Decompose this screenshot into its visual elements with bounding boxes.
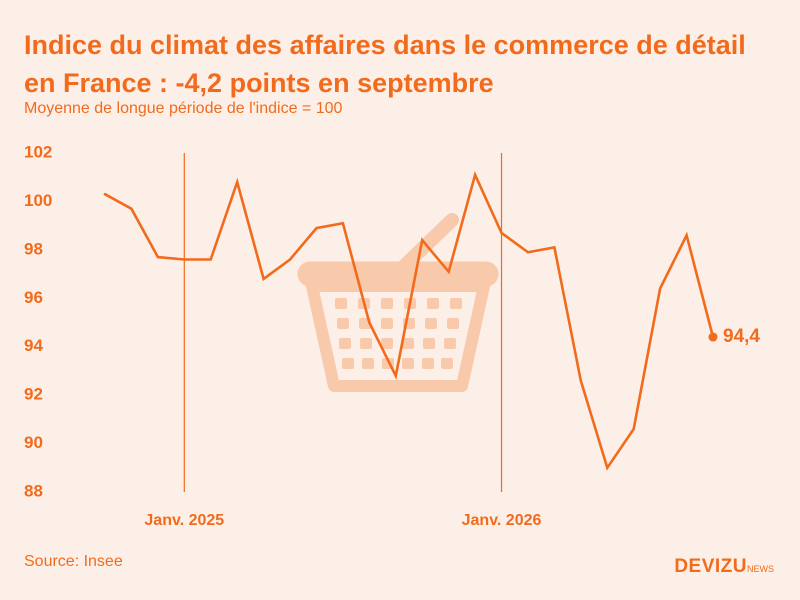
brand-logo: DEVIZUNEWS xyxy=(674,556,774,578)
y-tick-label: 102 xyxy=(24,142,52,161)
source-note: Source: Insee xyxy=(24,553,123,570)
series-line xyxy=(103,170,715,471)
plot-area: 94,4 xyxy=(103,170,760,471)
x-tick-label: Janv. 2025 xyxy=(144,512,224,529)
y-tick-label: 90 xyxy=(24,433,43,452)
chart-subtitle: Moyenne de longue période de l'indice = … xyxy=(24,100,343,117)
y-tick-label: 96 xyxy=(24,288,43,307)
brand-name: DEVIZU xyxy=(674,556,747,577)
y-tick-label: 88 xyxy=(24,481,43,500)
shopping-basket-icon xyxy=(297,213,499,392)
y-tick-label: 94 xyxy=(24,336,43,355)
brand-suffix: NEWS xyxy=(747,564,774,574)
x-tick-label: Janv. 2026 xyxy=(462,512,542,529)
last-point-marker xyxy=(708,332,718,342)
y-axis: 102 100 98 96 94 92 90 88 xyxy=(24,142,52,500)
last-value-label: 94,4 xyxy=(723,326,760,347)
y-tick-label: 100 xyxy=(24,191,52,210)
y-tick-label: 98 xyxy=(24,239,43,258)
chart-title: Indice du climat des affaires dans le co… xyxy=(24,30,746,98)
y-tick-label: 92 xyxy=(24,385,43,404)
x-axis: Janv. 2025 Janv. 2026 xyxy=(144,153,542,529)
